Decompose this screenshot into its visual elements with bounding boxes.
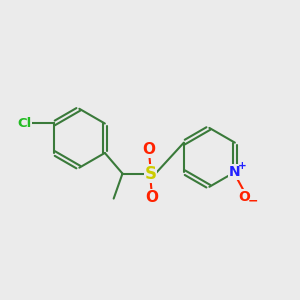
Text: N: N <box>229 165 241 179</box>
Text: +: + <box>238 160 247 171</box>
Text: Cl: Cl <box>17 117 32 130</box>
Text: −: − <box>248 194 258 207</box>
Text: S: S <box>145 165 157 183</box>
Text: O: O <box>142 142 155 158</box>
Text: O: O <box>238 190 250 203</box>
Text: O: O <box>146 190 158 205</box>
